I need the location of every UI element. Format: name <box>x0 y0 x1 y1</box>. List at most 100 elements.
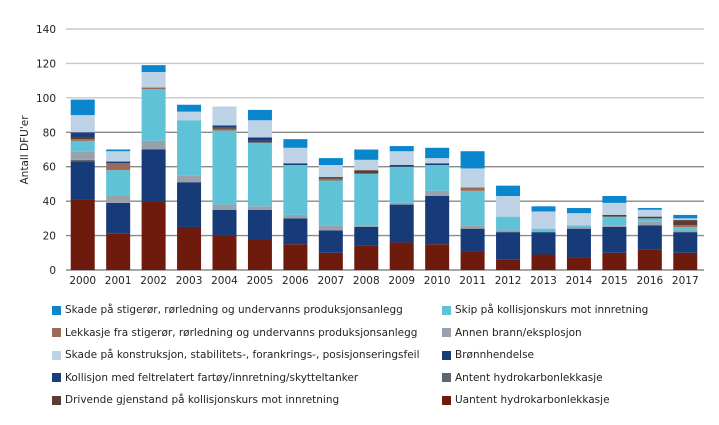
bar-segment <box>212 128 237 131</box>
bar-segment <box>177 182 202 227</box>
bar-segment <box>141 140 166 150</box>
bar-segment <box>70 151 95 160</box>
bar-stack-2009 <box>389 146 414 270</box>
bar-segment <box>460 228 485 252</box>
bar-segment <box>70 161 95 200</box>
gridlines <box>66 28 704 271</box>
bar-segment <box>637 216 662 219</box>
x-tick-label: 2006 <box>282 275 309 287</box>
bar-segment <box>531 254 556 270</box>
bar-stack-2010 <box>425 147 450 270</box>
bar-segment <box>318 230 343 253</box>
legend-label: Drivende gjenstand på kollisjonskurs mot… <box>65 394 340 406</box>
bar-segment <box>318 177 343 179</box>
bar-segment <box>141 201 166 270</box>
y-tick-label: 140 <box>36 24 56 36</box>
legend-item: Kollisjon med feltrelatert fartøy/innret… <box>52 372 358 384</box>
bar-segment <box>177 175 202 183</box>
bar-segment <box>283 244 308 270</box>
bar-segment <box>460 251 485 270</box>
bar-segment <box>389 242 414 270</box>
y-tick-label: 100 <box>36 93 56 105</box>
bar-segment <box>177 104 202 112</box>
bar-segment <box>212 130 237 205</box>
x-tick-label: 2010 <box>424 275 451 287</box>
legend-label: Antent hydrokarbonlekkasje <box>455 371 603 384</box>
bar-segment <box>106 149 131 152</box>
bar-segment <box>566 208 591 214</box>
bar-segment <box>247 120 272 138</box>
bar-segment <box>566 213 591 226</box>
bar-stack-2003 <box>177 104 202 270</box>
legend-item: Uantent hydrokarbonlekkasje <box>442 394 610 406</box>
bar-segment <box>637 221 662 226</box>
legend-label: Uantent hydrokarbonlekkasje <box>455 394 610 406</box>
y-tick-label: 80 <box>43 127 56 139</box>
bar-segment <box>318 158 343 165</box>
bar-segment <box>673 225 698 227</box>
bar-segment <box>496 185 521 196</box>
bar-segment <box>637 225 662 250</box>
bar-segment <box>106 202 131 234</box>
x-tick-label: 2003 <box>176 275 203 287</box>
y-tick-label: 120 <box>36 58 56 70</box>
bar-stack-2001 <box>106 149 131 270</box>
bar-segment <box>212 127 237 129</box>
bar-segment <box>460 168 485 188</box>
bar-segment <box>496 216 521 231</box>
bar-stack-2015 <box>602 195 627 270</box>
bar-stack-2012 <box>496 185 521 270</box>
x-tick-label: 2000 <box>69 275 96 287</box>
bar-segment <box>70 137 95 140</box>
bar-segment <box>460 187 485 191</box>
bar-segment <box>602 202 627 215</box>
bar-segment <box>106 195 131 203</box>
legend-item: Skade på konstruksjon, stabilitets-, for… <box>52 349 420 361</box>
legend-item: Skip på kollisjonskurs mot innretning <box>442 304 648 316</box>
bar-segment <box>425 195 450 245</box>
legend-swatch <box>52 350 61 360</box>
bar-segment <box>177 111 202 121</box>
legend-item: Brønnhendelse <box>442 349 534 361</box>
bar-segment <box>531 228 556 233</box>
bar-segment <box>389 202 414 205</box>
bar-segment <box>70 159 95 162</box>
x-tick-label: 2014 <box>566 275 593 287</box>
bar-segment <box>354 170 379 174</box>
legend-label: Kollisjon med feltrelatert fartøy/innret… <box>65 371 359 384</box>
bar-segment <box>496 195 521 217</box>
bar-segment <box>177 226 202 270</box>
bar-segment <box>354 225 379 227</box>
legend-label: Skip på kollisjonskurs mot innretning <box>455 304 649 316</box>
bar-segment <box>602 195 627 203</box>
bar-segment <box>496 232 521 260</box>
bar-segment <box>425 147 450 159</box>
bar-segment <box>283 218 308 245</box>
bar-segment <box>70 132 95 138</box>
bar-segment <box>318 180 343 226</box>
bar-stack-2011 <box>460 151 485 270</box>
legend-item: Annen brann/eksplosjon <box>442 327 582 339</box>
legend-swatch <box>52 305 61 315</box>
legend-label: Brønnhendelse <box>455 349 534 361</box>
bar-segment <box>354 173 379 226</box>
bar-segment <box>425 190 450 196</box>
bar-segment <box>177 120 202 176</box>
bar-segment <box>141 87 166 90</box>
bar-segment <box>531 211 556 229</box>
bar-segment <box>637 208 662 210</box>
bar-segment <box>247 206 272 210</box>
bar-segment <box>602 226 627 253</box>
bar-segment <box>460 151 485 169</box>
bar-segment <box>637 209 662 217</box>
x-tick-label: 2001 <box>105 275 132 287</box>
bar-segment <box>247 142 272 207</box>
bar-segment <box>247 140 272 143</box>
x-tick-label: 2002 <box>140 275 167 287</box>
legend-swatch <box>52 328 61 337</box>
x-tick-label: 2012 <box>495 275 522 287</box>
legend-swatch <box>442 305 451 315</box>
bar-segment <box>283 163 308 165</box>
bar-stack-2002 <box>141 65 166 270</box>
